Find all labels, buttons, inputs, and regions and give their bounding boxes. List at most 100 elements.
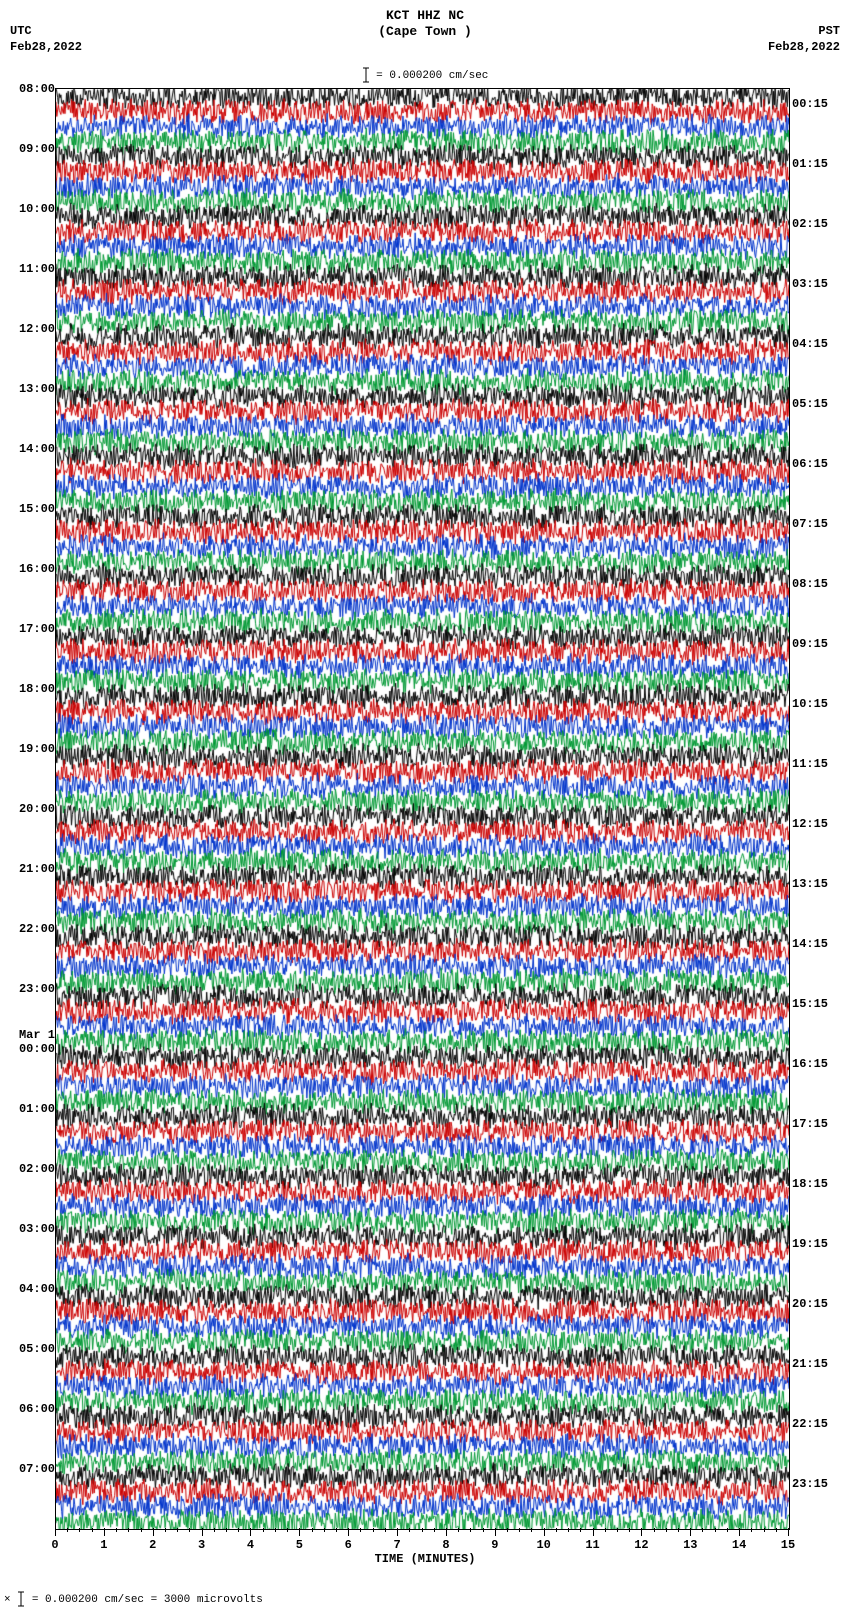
- x-axis-title: TIME (MINUTES): [375, 1552, 476, 1566]
- x-minor-tick: [764, 1528, 765, 1532]
- x-minor-tick: [678, 1528, 679, 1532]
- x-major-tick: [348, 1528, 349, 1536]
- x-major-tick: [104, 1528, 105, 1536]
- left-date-label: Feb28,2022: [10, 40, 82, 54]
- footer-scale: × = 0.000200 cm/sec = 3000 microvolts: [4, 1591, 263, 1607]
- x-minor-tick: [715, 1528, 716, 1532]
- x-minor-tick: [275, 1528, 276, 1532]
- station-title-line2: (Cape Town ): [0, 24, 850, 39]
- y-left-label: 20:00: [5, 802, 55, 816]
- x-minor-tick: [128, 1528, 129, 1532]
- y-left-label: 08:00: [5, 82, 55, 96]
- y-left-label: 09:00: [5, 142, 55, 156]
- x-minor-tick: [312, 1528, 313, 1532]
- x-tick-label: 5: [296, 1538, 303, 1552]
- y-right-label: 18:15: [792, 1177, 842, 1191]
- x-major-tick: [495, 1528, 496, 1536]
- right-timezone-label: PST: [818, 24, 840, 38]
- right-date-label: Feb28,2022: [768, 40, 840, 54]
- y-right-label: 23:15: [792, 1477, 842, 1491]
- y-right-label: 13:15: [792, 877, 842, 891]
- x-tick-label: 9: [491, 1538, 498, 1552]
- y-right-label: 14:15: [792, 937, 842, 951]
- y-right-label: 12:15: [792, 817, 842, 831]
- y-right-label: 07:15: [792, 517, 842, 531]
- x-minor-tick: [666, 1528, 667, 1532]
- x-minor-tick: [776, 1528, 777, 1532]
- x-minor-tick: [336, 1528, 337, 1532]
- y-right-label: 11:15: [792, 757, 842, 771]
- x-minor-tick: [287, 1528, 288, 1532]
- x-minor-tick: [434, 1528, 435, 1532]
- y-left-label: 12:00: [5, 322, 55, 336]
- x-tick-label: 12: [634, 1538, 648, 1552]
- footer-scale-text: = 0.000200 cm/sec = 3000 microvolts: [25, 1594, 263, 1606]
- y-left-label: 21:00: [5, 862, 55, 876]
- y-right-label: 09:15: [792, 637, 842, 651]
- x-minor-tick: [177, 1528, 178, 1532]
- y-right-label: 05:15: [792, 397, 842, 411]
- x-minor-tick: [141, 1528, 142, 1532]
- x-minor-tick: [617, 1528, 618, 1532]
- x-minor-tick: [214, 1528, 215, 1532]
- x-minor-tick: [519, 1528, 520, 1532]
- x-minor-tick: [238, 1528, 239, 1532]
- y-left-label: 15:00: [5, 502, 55, 516]
- x-major-tick: [250, 1528, 251, 1536]
- left-timezone-label: UTC: [10, 24, 32, 38]
- y-right-label: 02:15: [792, 217, 842, 231]
- y-left-label: 23:00: [5, 982, 55, 996]
- x-minor-tick: [67, 1528, 68, 1532]
- x-minor-tick: [226, 1528, 227, 1532]
- x-minor-tick: [422, 1528, 423, 1532]
- y-right-label: 15:15: [792, 997, 842, 1011]
- y-right-label: 08:15: [792, 577, 842, 591]
- x-tick-label: 10: [536, 1538, 550, 1552]
- x-tick-label: 1: [100, 1538, 107, 1552]
- x-tick-label: 7: [393, 1538, 400, 1552]
- x-minor-tick: [483, 1528, 484, 1532]
- x-minor-tick: [385, 1528, 386, 1532]
- x-minor-tick: [629, 1528, 630, 1532]
- y-right-label: 22:15: [792, 1417, 842, 1431]
- y-right-label: 19:15: [792, 1237, 842, 1251]
- x-tick-label: 3: [198, 1538, 205, 1552]
- x-tick-label: 15: [781, 1538, 795, 1552]
- x-tick-label: 13: [683, 1538, 697, 1552]
- y-left-label: 02:00: [5, 1162, 55, 1176]
- helicorder-plot: [55, 88, 790, 1530]
- y-right-label: 01:15: [792, 157, 842, 171]
- x-major-tick: [299, 1528, 300, 1536]
- y-left-label: 06:00: [5, 1402, 55, 1416]
- x-major-tick: [593, 1528, 594, 1536]
- scale-bar-label: = 0.000200 cm/sec: [0, 67, 850, 83]
- x-minor-tick: [458, 1528, 459, 1532]
- x-tick-label: 6: [345, 1538, 352, 1552]
- x-major-tick: [202, 1528, 203, 1536]
- y-right-label: 17:15: [792, 1117, 842, 1131]
- x-minor-tick: [409, 1528, 410, 1532]
- y-right-label: 16:15: [792, 1057, 842, 1071]
- footer-prefix: ×: [4, 1594, 11, 1606]
- x-major-tick: [544, 1528, 545, 1536]
- x-major-tick: [690, 1528, 691, 1536]
- y-right-label: 21:15: [792, 1357, 842, 1371]
- x-tick-label: 4: [247, 1538, 254, 1552]
- x-minor-tick: [116, 1528, 117, 1532]
- y-right-label: 03:15: [792, 277, 842, 291]
- x-minor-tick: [531, 1528, 532, 1532]
- y-right-label: 00:15: [792, 97, 842, 111]
- x-minor-tick: [568, 1528, 569, 1532]
- y-left-label: 11:00: [5, 262, 55, 276]
- x-minor-tick: [470, 1528, 471, 1532]
- x-minor-tick: [702, 1528, 703, 1532]
- x-tick-label: 8: [442, 1538, 449, 1552]
- x-minor-tick: [79, 1528, 80, 1532]
- y-left-label: 14:00: [5, 442, 55, 456]
- x-tick-label: 11: [585, 1538, 599, 1552]
- y-left-label: 16:00: [5, 562, 55, 576]
- x-minor-tick: [507, 1528, 508, 1532]
- x-minor-tick: [654, 1528, 655, 1532]
- x-minor-tick: [189, 1528, 190, 1532]
- y-right-label: 06:15: [792, 457, 842, 471]
